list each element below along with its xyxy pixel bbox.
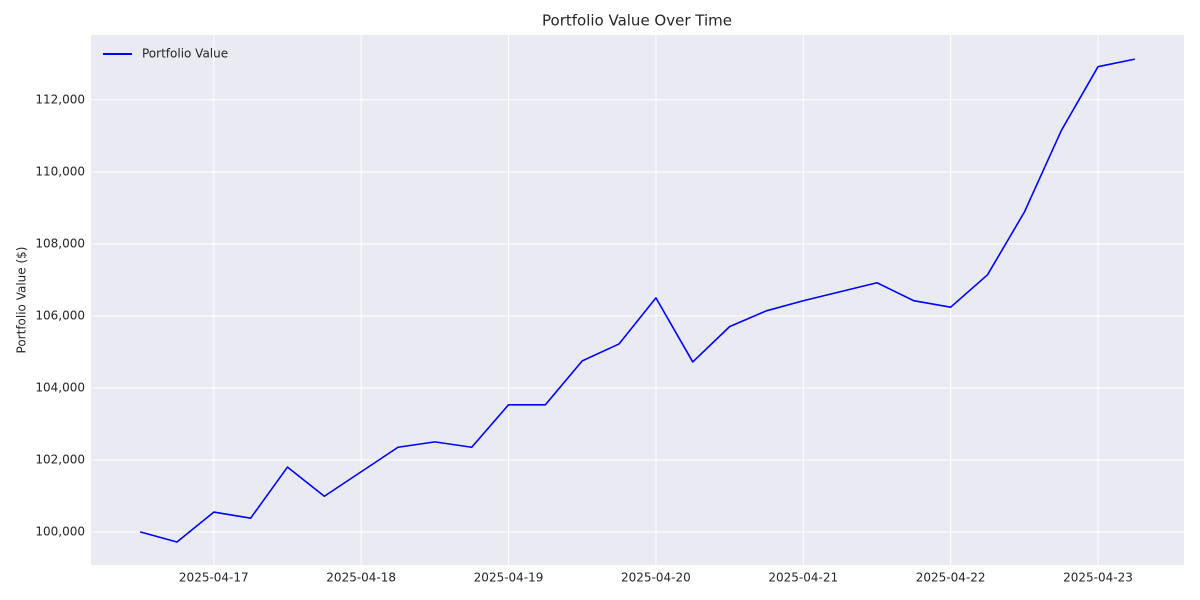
legend-label: Portfolio Value	[142, 47, 228, 61]
plot-area	[91, 35, 1184, 565]
line	[139, 58, 1136, 543]
x-tick-label: 2025-04-21	[768, 571, 838, 585]
y-tick-label: 108,000	[35, 236, 85, 250]
y-tick-label: 110,000	[35, 164, 85, 178]
y-tick-label: 102,000	[35, 452, 85, 466]
x-tick-label: 2025-04-17	[179, 571, 249, 585]
y-tick-label: 100,000	[35, 524, 85, 538]
x-tick-label: 2025-04-20	[621, 571, 691, 585]
y-axis-label: Portfolio Value ($)	[15, 247, 29, 354]
x-tick-label: 2025-04-23	[1063, 571, 1133, 585]
chart-title: Portfolio Value Over Time	[542, 12, 732, 30]
y-tick-label: 104,000	[35, 380, 85, 394]
y-tick-label: 112,000	[35, 92, 85, 106]
x-tick-label: 2025-04-22	[916, 571, 986, 585]
y-tick-label: 106,000	[35, 308, 85, 322]
x-tick-label: 2025-04-19	[474, 571, 544, 585]
x-tick-label: 2025-04-18	[326, 571, 396, 585]
